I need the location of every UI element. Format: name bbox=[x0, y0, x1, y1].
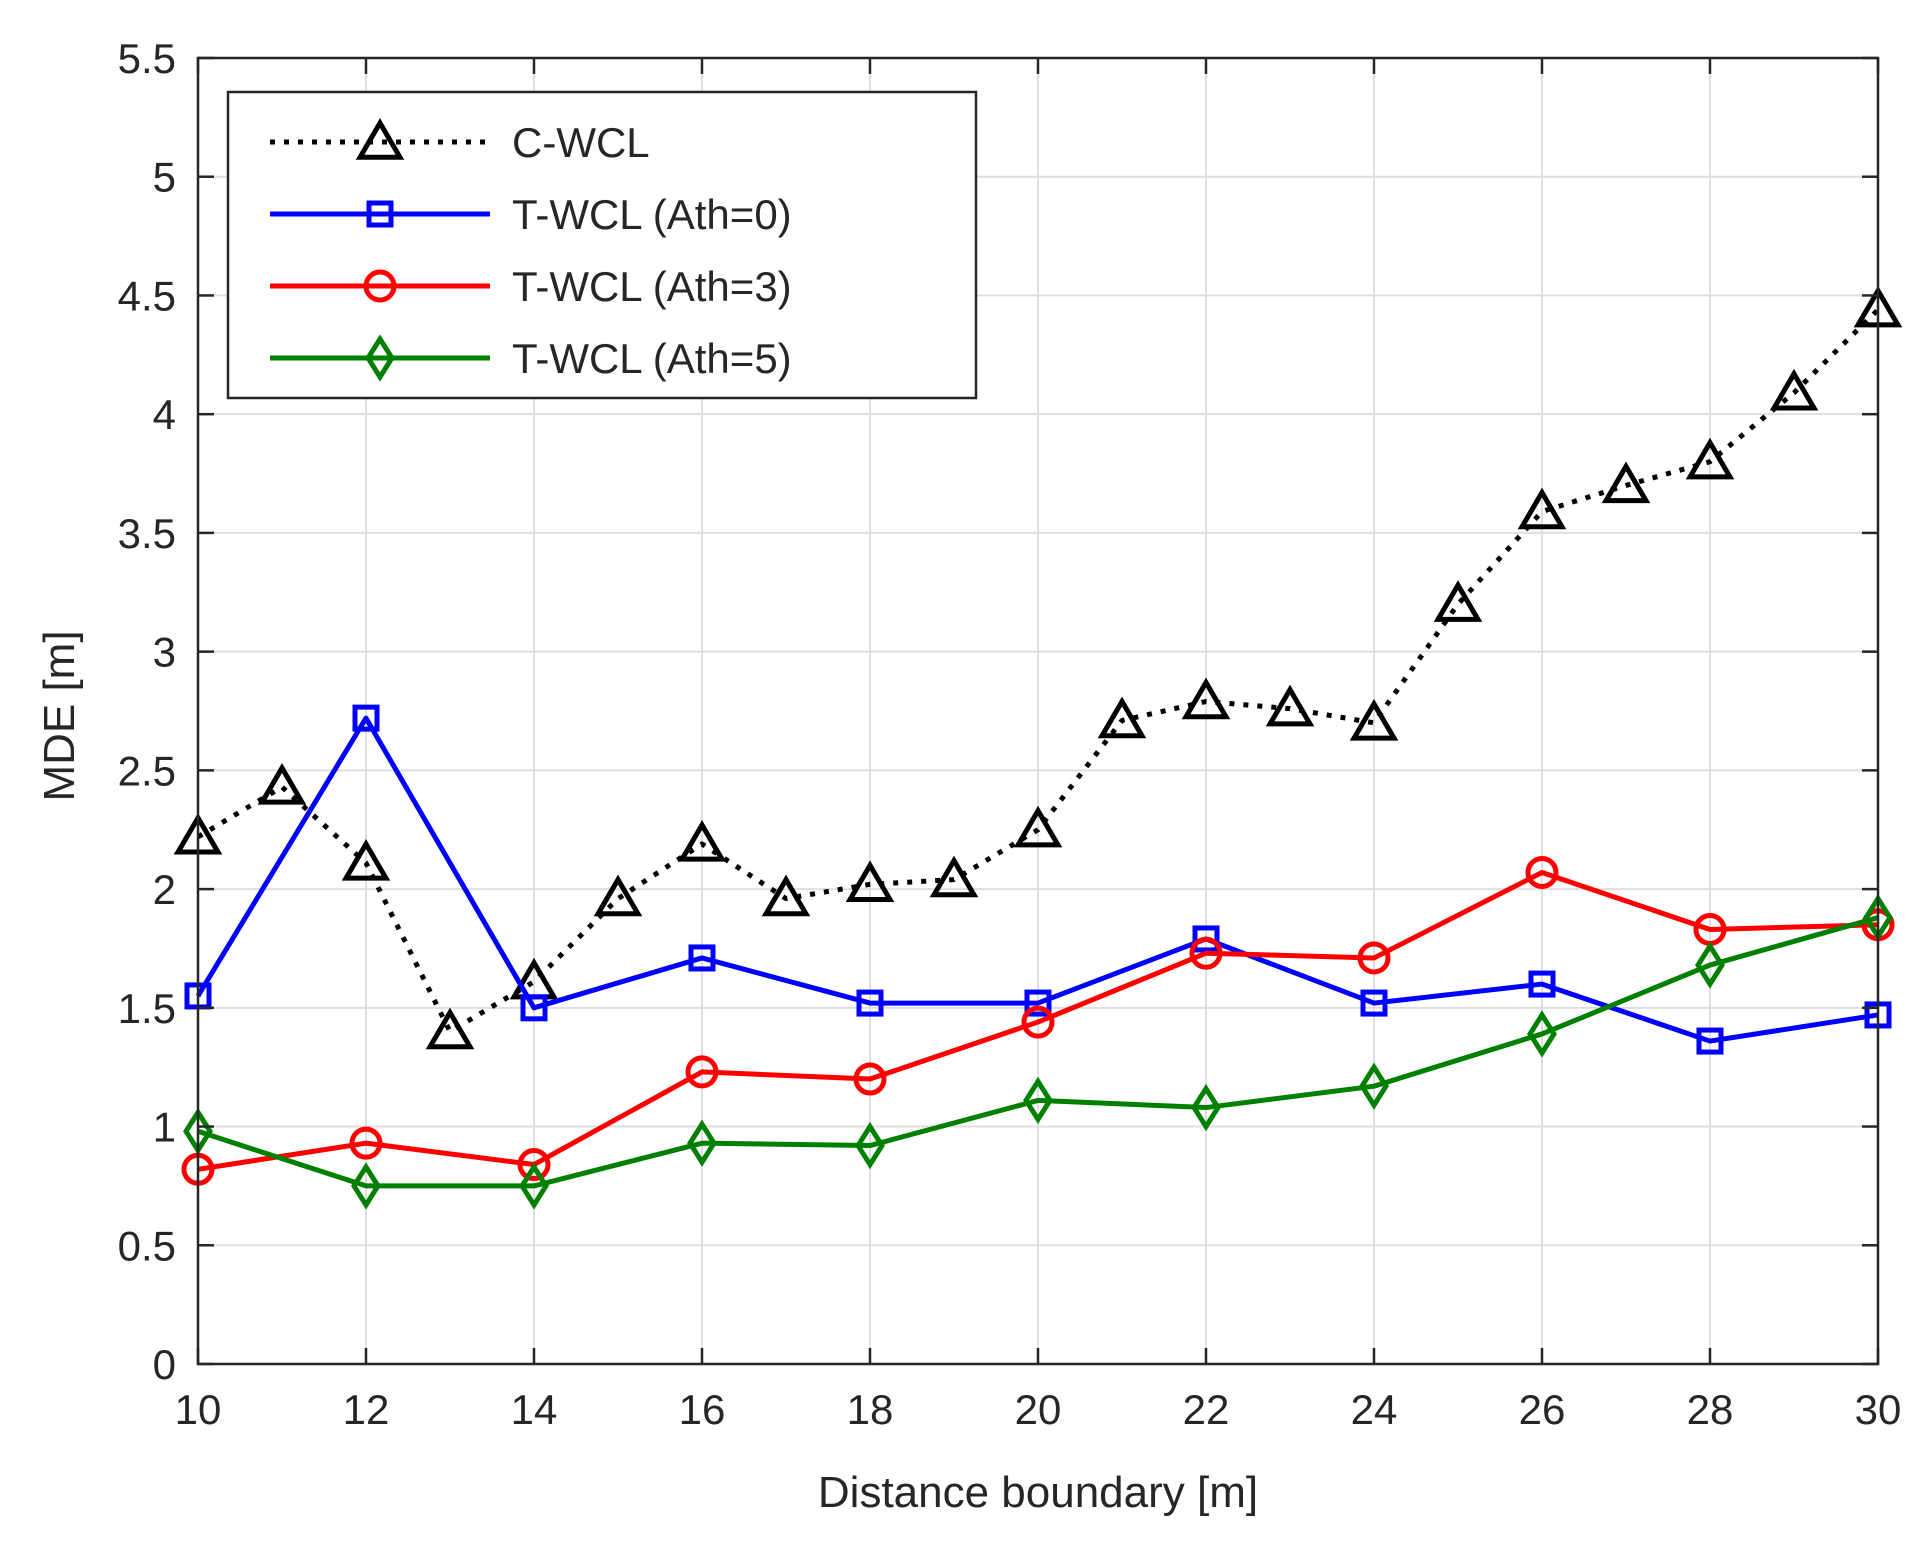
data-point bbox=[1695, 941, 1725, 989]
data-point bbox=[1359, 1062, 1389, 1110]
series-layer bbox=[173, 285, 1903, 1210]
y-tick-label: 5 bbox=[153, 154, 176, 201]
data-point bbox=[1685, 437, 1735, 480]
x-tick-label: 12 bbox=[343, 1386, 390, 1433]
data-point bbox=[685, 1055, 719, 1089]
y-tick-label: 1 bbox=[153, 1104, 176, 1151]
data-point bbox=[761, 874, 811, 917]
data-point bbox=[1528, 970, 1556, 998]
y-tick-label: 0 bbox=[153, 1341, 176, 1388]
data-point bbox=[1525, 855, 1559, 889]
y-axis-label: MDE [m] bbox=[35, 630, 84, 801]
data-point bbox=[257, 763, 307, 805]
legend-marker bbox=[363, 269, 397, 303]
y-tick-label: 2 bbox=[153, 866, 176, 913]
data-point bbox=[520, 994, 548, 1022]
legend-label: T-WCL (Ath=3) bbox=[512, 263, 792, 310]
data-point bbox=[1349, 698, 1399, 741]
x-tick-label: 16 bbox=[679, 1386, 726, 1433]
y-tick-label: 4 bbox=[153, 391, 176, 438]
x-tick-label: 22 bbox=[1183, 1386, 1230, 1433]
x-tick-label: 10 bbox=[175, 1386, 222, 1433]
data-point bbox=[855, 1121, 885, 1170]
data-point bbox=[1517, 487, 1567, 530]
data-point bbox=[1024, 989, 1052, 1017]
axes: 10 12 14 16 18 20 22 24 26 28 30 0 0.5 1 1.5 2 2.5 3 3.5 4 4… bbox=[118, 35, 1902, 1433]
x-tick-label: 24 bbox=[1351, 1386, 1398, 1433]
legend-marker bbox=[355, 118, 405, 160]
y-tick-label: 2.5 bbox=[118, 747, 176, 794]
legend: C-WCL T-WCL (Ath=0) T-WCL (Ath=3) T-WCL (At… bbox=[226, 90, 978, 400]
data-point bbox=[1181, 677, 1231, 720]
series-line bbox=[197, 869, 1879, 1172]
data-point bbox=[352, 704, 380, 732]
data-point bbox=[1021, 1005, 1055, 1039]
y-tick-label: 0.5 bbox=[118, 1222, 176, 1269]
series-2 bbox=[181, 855, 1895, 1186]
series-line bbox=[196, 307, 1880, 1035]
x-tick-label: 26 bbox=[1519, 1386, 1566, 1433]
legend-marker bbox=[365, 334, 395, 382]
data-point bbox=[853, 1062, 887, 1096]
data-point bbox=[687, 1119, 717, 1167]
data-point bbox=[1696, 1027, 1724, 1055]
data-point bbox=[341, 839, 391, 881]
data-point bbox=[1601, 461, 1651, 504]
y-tick-label: 1.5 bbox=[118, 985, 176, 1032]
data-point bbox=[1433, 580, 1483, 622]
series-3 bbox=[183, 893, 1893, 1210]
data-point bbox=[593, 874, 643, 917]
x-tick-label: 28 bbox=[1687, 1386, 1734, 1433]
legend-label: C-WCL bbox=[512, 119, 650, 166]
data-point bbox=[1191, 1083, 1221, 1132]
data-point bbox=[1527, 1010, 1557, 1058]
legend-box bbox=[226, 90, 978, 400]
data-point bbox=[845, 860, 895, 903]
series-line bbox=[197, 915, 1879, 1189]
data-point bbox=[677, 820, 727, 862]
y-tick-label: 4.5 bbox=[118, 272, 176, 319]
data-point bbox=[1192, 925, 1220, 953]
series-line bbox=[195, 715, 1879, 1044]
data-point bbox=[929, 855, 979, 898]
data-point bbox=[1265, 684, 1315, 727]
legend-label: T-WCL (Ath=0) bbox=[512, 191, 792, 238]
y-tick-label: 3 bbox=[153, 629, 176, 676]
data-point bbox=[425, 1007, 475, 1050]
data-point bbox=[1189, 936, 1223, 970]
data-point bbox=[1097, 696, 1147, 739]
y-tick-label: 5.5 bbox=[118, 35, 176, 82]
data-point bbox=[1357, 941, 1391, 975]
legend-label: T-WCL (Ath=5) bbox=[512, 335, 792, 382]
data-point bbox=[856, 989, 884, 1017]
data-point bbox=[688, 944, 716, 972]
data-point bbox=[519, 1162, 549, 1210]
data-point bbox=[351, 1162, 381, 1210]
legend-marker bbox=[366, 200, 394, 228]
x-tick-label: 18 bbox=[847, 1386, 894, 1433]
x-tick-label: 20 bbox=[1015, 1386, 1062, 1433]
series-0 bbox=[173, 285, 1903, 1050]
x-tick-label: 14 bbox=[511, 1386, 558, 1433]
data-point bbox=[517, 1148, 551, 1182]
data-point bbox=[1769, 368, 1819, 411]
data-point bbox=[1023, 1076, 1053, 1125]
x-axis-label: Distance boundary [m] bbox=[818, 1468, 1258, 1517]
x-tick-label: 30 bbox=[1855, 1386, 1902, 1433]
data-point bbox=[1013, 805, 1063, 848]
data-point bbox=[1360, 989, 1388, 1017]
y-tick-label: 3.5 bbox=[118, 510, 176, 557]
data-point bbox=[349, 1126, 383, 1160]
